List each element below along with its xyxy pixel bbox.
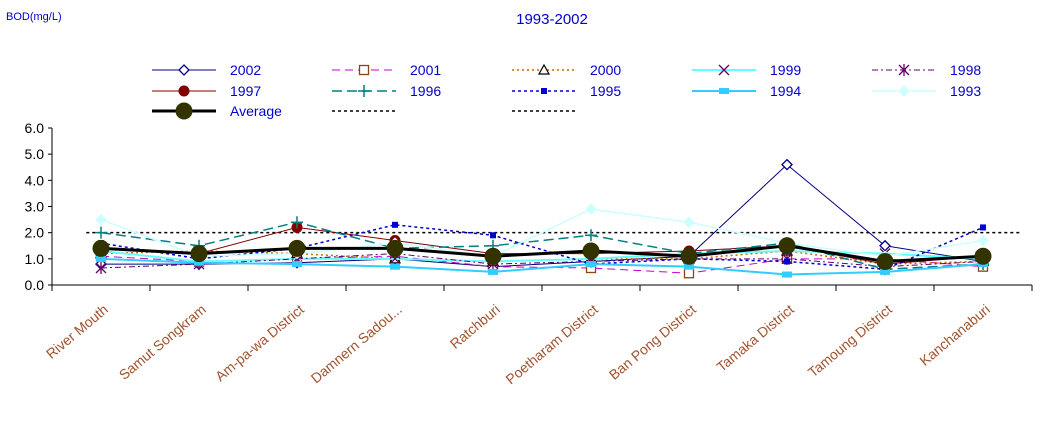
data-point: [96, 255, 106, 262]
data-point: [484, 247, 502, 265]
legend-entry: 1993: [872, 83, 981, 99]
y-tick-label: 4.0: [25, 172, 45, 188]
legend-entry: 2001: [332, 62, 441, 78]
legend-marker: [178, 85, 190, 97]
legend-marker: [718, 64, 730, 76]
data-point: [292, 261, 302, 268]
data-point: [778, 237, 796, 255]
data-point: [586, 261, 596, 268]
legend-entry: 1998: [872, 62, 981, 78]
data-point: [392, 221, 398, 228]
data-point: [288, 239, 306, 257]
x-tick-label: Ban Pong District: [606, 301, 699, 383]
legend-entry: 2000: [512, 62, 621, 78]
data-point: [490, 232, 496, 239]
x-tick-label: Am-pa-wa District: [212, 301, 307, 384]
x-tick-label: Tamoung District: [805, 301, 895, 380]
series-1995: [98, 221, 986, 273]
data-point: [782, 271, 792, 278]
y-tick-label: 5.0: [25, 146, 45, 162]
legend-marker: [898, 64, 910, 76]
data-point: [92, 239, 110, 257]
x-tick-label: Kanchanaburi: [916, 301, 992, 369]
legend-label: 1995: [590, 83, 621, 99]
legend-marker: [541, 88, 547, 94]
y-tick-label: 0.0: [25, 277, 45, 293]
legend-marker: [898, 85, 910, 97]
x-tick-label: Ratchburi: [447, 301, 503, 352]
data-point: [781, 158, 793, 171]
data-point: [980, 224, 986, 231]
legend-entry: 1994: [692, 83, 801, 99]
data-point: [582, 242, 600, 260]
series-line: [100, 224, 984, 271]
data-point: [876, 252, 894, 270]
data-point: [784, 258, 790, 265]
data-point: [585, 229, 597, 242]
legend-marker: [358, 85, 370, 97]
data-point: [291, 216, 303, 229]
y-tick-label: 1.0: [25, 251, 45, 267]
legend: 2002 2001 2000 1999 1998 1997 1996 1995 1994 1993…: [152, 62, 981, 120]
legend-entry: 1996: [332, 83, 441, 99]
legend-label: 1998: [950, 62, 981, 78]
data-point: [974, 247, 992, 265]
legend-marker: [178, 64, 190, 76]
x-tick-label: Tamaka District: [713, 301, 797, 375]
x-tick-label: Samut Songkram: [116, 301, 209, 383]
data-point: [684, 263, 694, 270]
data-point: [585, 203, 597, 215]
data-point: [386, 239, 404, 257]
data-point: [683, 268, 695, 279]
legend-label: 2002: [230, 62, 261, 78]
y-tick-label: 3.0: [25, 199, 45, 215]
data-point: [390, 263, 400, 270]
data-point: [683, 216, 695, 228]
data-point: [95, 213, 107, 226]
series-line: [100, 208, 984, 257]
legend-label: 1999: [770, 62, 801, 78]
legend-marker: [537, 63, 551, 75]
data-point: [880, 268, 890, 275]
legend-label: 1993: [950, 83, 981, 99]
legend-entry: 2002: [152, 62, 261, 78]
legend-label: 1997: [230, 83, 261, 99]
legend-entry: 1999: [692, 62, 801, 78]
legend-label: 1994: [770, 83, 801, 99]
y-tick-label: 2.0: [25, 225, 45, 241]
legend-label: 2000: [590, 62, 621, 78]
series-average: [92, 237, 992, 270]
data-point: [977, 234, 989, 247]
y-tick-label: 6.0: [25, 120, 45, 136]
x-tick-label: Poetharam District: [502, 301, 601, 387]
x-tick-label: Damnern Sadou...: [308, 301, 405, 386]
data-point: [95, 261, 107, 274]
x-tick-label: River Mouth: [43, 301, 111, 362]
legend-entry: 1997: [152, 83, 261, 99]
chart-title: 1993-2002: [516, 11, 588, 28]
legend-marker: [175, 102, 193, 120]
data-point: [190, 245, 208, 263]
legend-marker: [719, 88, 729, 94]
legend-label: 1996: [410, 83, 441, 99]
data-point: [488, 268, 498, 275]
legend-marker: [358, 64, 370, 76]
data-point: [194, 259, 204, 266]
series-line: [100, 244, 984, 263]
plot-area: [92, 158, 992, 279]
series-line: [100, 257, 984, 276]
data-point: [680, 247, 698, 265]
legend-label: 2001: [410, 62, 441, 78]
y-axis-label: BOD(mg/L): [6, 11, 62, 23]
legend-label: Average: [230, 103, 282, 119]
data-point: [95, 226, 107, 239]
legend-entry: 1995: [512, 83, 621, 99]
legend-entry: Average: [152, 102, 282, 120]
